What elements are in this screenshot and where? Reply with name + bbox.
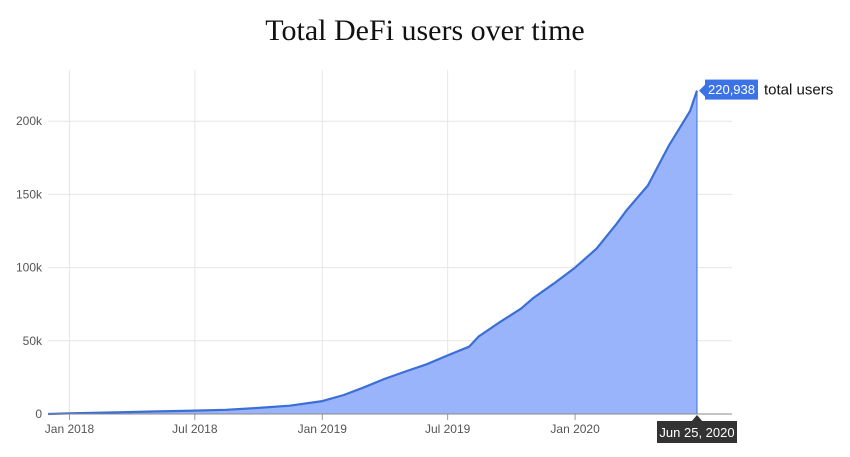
- date-badge-pointer: [691, 415, 703, 422]
- annotations: 220,938 total users Jun 25, 2020: [657, 79, 833, 443]
- x-tick-label: Jul 2019: [425, 422, 471, 436]
- date-badge: [657, 421, 737, 443]
- x-tick-label: Jan 2019: [298, 422, 348, 436]
- y-tick-label: 50k: [23, 334, 43, 348]
- value-badge-pointer: [699, 84, 705, 97]
- y-tick-label: 150k: [16, 187, 43, 201]
- x-tick-label: Jul 2018: [172, 422, 218, 436]
- last-value-suffix: total users: [764, 82, 833, 99]
- last-value-label: 220,938: [708, 82, 755, 97]
- x-axis: Jan 2018 Jul 2018 Jan 2019 Jul 2019 Jan 2020: [45, 413, 732, 436]
- value-badge: [705, 79, 758, 100]
- y-tick-label: 100k: [16, 261, 43, 275]
- chart-title: Total DeFi users over time: [265, 14, 585, 47]
- series-area: [47, 90, 699, 416]
- x-tick-label: Jan 2020: [550, 422, 600, 436]
- x-tick-label: Jan 2018: [45, 422, 95, 436]
- series-line: [47, 90, 699, 416]
- cursor-date-label: Jun 25, 2020: [659, 425, 734, 440]
- y-tick-label: 0: [35, 407, 42, 421]
- area-fill: [48, 90, 697, 414]
- y-tick-label: 200k: [16, 114, 43, 128]
- gridlines: [48, 70, 732, 414]
- y-axis: 0 50k 100k 150k 200k: [16, 114, 43, 421]
